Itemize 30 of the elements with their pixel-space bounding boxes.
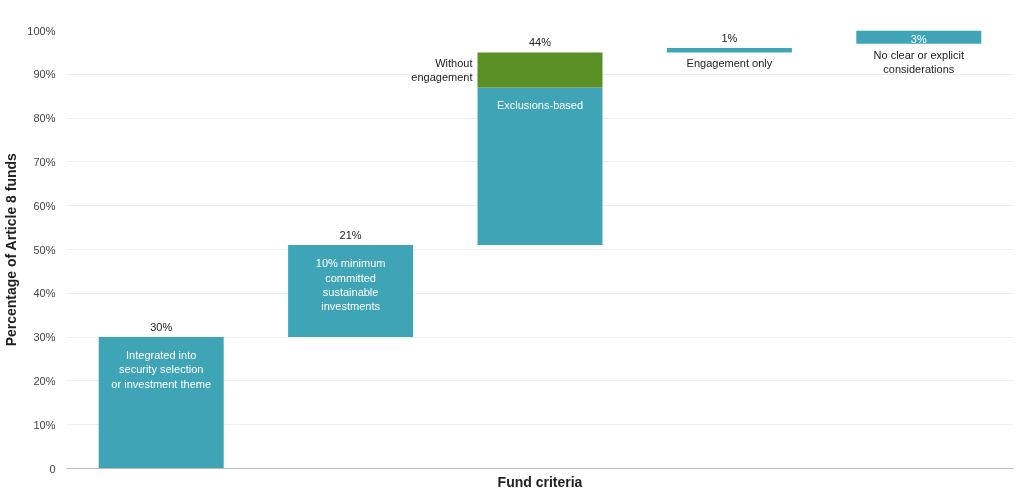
annotation: 44% bbox=[528, 36, 552, 49]
y-tick-label: 70% bbox=[33, 155, 56, 168]
data-label: 30% bbox=[150, 321, 173, 334]
y-tick-label: 40% bbox=[33, 287, 56, 300]
bar bbox=[98, 337, 224, 469]
x-axis-title: Fund criteria bbox=[497, 473, 583, 490]
data-label: 1% bbox=[721, 32, 738, 45]
bar bbox=[288, 245, 414, 338]
x-tick-label: Integrated into security selection or investment theme bbox=[111, 349, 212, 390]
annotation: Without engagement bbox=[411, 56, 473, 84]
x-tick-label: Exclusions-based bbox=[496, 99, 584, 112]
x-tick-label: No clear or explicit considerations bbox=[873, 48, 965, 76]
data-label: 3% bbox=[910, 32, 927, 45]
bar bbox=[477, 87, 603, 246]
y-axis-title: Percentage of Article 8 funds bbox=[3, 152, 20, 347]
data-label: 21% bbox=[339, 229, 362, 242]
x-tick-label: 10% minimum committed sustainable investments bbox=[315, 257, 386, 313]
x-tick-label: Engagement only bbox=[686, 57, 773, 70]
y-tick-label: 30% bbox=[33, 331, 56, 344]
y-tick-label: 60% bbox=[33, 199, 56, 212]
y-tick-label: 80% bbox=[33, 112, 56, 125]
bar bbox=[856, 30, 982, 44]
bar bbox=[477, 52, 603, 88]
y-tick-label: 90% bbox=[33, 68, 56, 81]
y-tick-label: 20% bbox=[33, 374, 56, 387]
y-tick-label: 100% bbox=[27, 24, 56, 37]
y-tick-label: 50% bbox=[33, 243, 56, 256]
bar bbox=[666, 48, 792, 53]
y-tick-label: 0 bbox=[49, 462, 56, 475]
y-tick-label: 10% bbox=[33, 418, 56, 431]
